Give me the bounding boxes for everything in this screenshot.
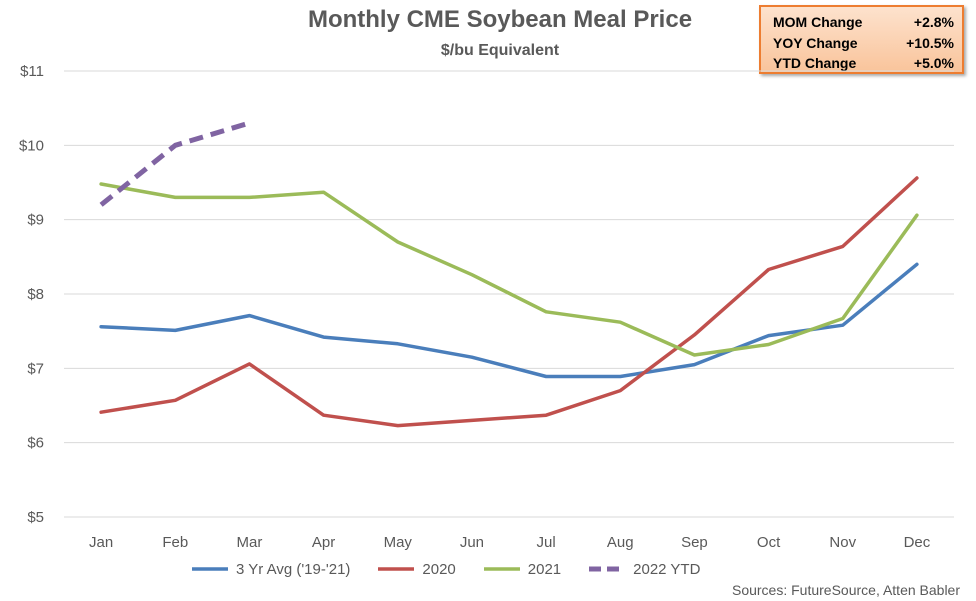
stat-value: +10.5% [906,34,954,51]
y-tick-label: $6 [27,435,44,452]
chart-subtitle: $/bu Equivalent [440,42,560,59]
x-tick-label: Apr [312,534,335,551]
legend-label: 3 Yr Avg ('19-'21) [236,560,351,578]
x-tick-label: May [384,534,413,551]
x-tick-label: Nov [829,534,856,551]
change-summary-box: MOM Change +2.8% YOY Change +10.5% YTD C… [759,5,964,74]
y-tick-label: $5 [27,509,44,526]
y-tick-label: $9 [27,212,44,229]
stat-label: YOY Change [773,34,858,51]
stat-row-ytd: YTD Change +5.0% [773,53,954,74]
stat-row-mom: MOM Change +2.8% [773,12,954,33]
series-line-1 [99,176,919,428]
x-tick-label: Mar [236,534,262,551]
legend-swatch [378,567,415,571]
legend-label: 2021 [527,560,562,578]
series-line-2 [99,182,919,357]
x-tick-label: Jul [536,534,555,551]
y-tick-label: $11 [20,63,44,80]
series-line-0 [99,262,919,379]
legend-swatch [483,567,520,571]
y-tick-label: $7 [27,360,44,377]
x-tick-label: Oct [757,534,781,551]
stat-value: +5.0% [913,55,954,71]
series-line-3 [99,120,251,207]
x-tick-label: Dec [904,534,931,551]
source-note: Sources: FutureSource, Atten Babler [731,582,960,598]
legend-item: 2022 YTD [587,560,700,578]
legend-label: 2022 YTD [633,560,701,578]
stat-label: YTD Change [773,55,857,71]
legend-item: 3 Yr Avg ('19-'21) [190,560,350,578]
stat-label: MOM Change [773,14,863,30]
x-tick-label: Aug [607,534,634,551]
x-tick-label: Feb [162,534,188,551]
x-tick-label: Jun [460,534,484,551]
x-tick-label: Sep [681,534,708,551]
legend-swatch [589,566,626,572]
y-tick-label: $10 [19,137,44,154]
chart-legend: 3 Yr Avg ('19-'21) 2020 2021 2022 YTD [190,560,726,578]
y-tick-label: $8 [27,286,44,303]
legend-item: 2020 [376,560,456,578]
chart-title: Monthly CME Soybean Meal Price [307,6,693,33]
legend-swatch [192,567,228,571]
x-tick-label: Jan [89,534,113,551]
stat-row-yoy: YOY Change +10.5% [773,33,954,54]
stat-value: +2.8% [913,14,954,30]
legend-item: 2021 [482,560,561,578]
legend-label: 2020 [422,560,456,578]
